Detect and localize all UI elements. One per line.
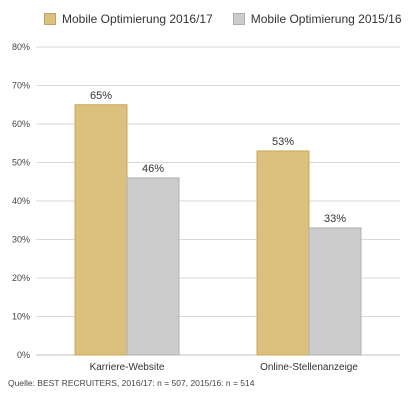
legend-label-2016: Mobile Optimierung 2016/17 xyxy=(62,12,213,26)
y-tick-label-50: 50% xyxy=(12,158,30,168)
y-tick-label-40: 40% xyxy=(12,196,30,206)
y-tick-label-60: 60% xyxy=(12,119,30,129)
legend-item-2015: Mobile Optimierung 2015/16 xyxy=(232,12,402,26)
bar-1-0 xyxy=(256,150,310,356)
data-label-0-0: 65% xyxy=(90,90,112,102)
data-label-0-1: 46% xyxy=(142,163,164,175)
bar-0-0 xyxy=(74,104,128,356)
bar-0-1 xyxy=(126,177,180,356)
source-note: Quelle: BEST RECRUITERS, 2016/17: n = 50… xyxy=(8,378,255,388)
y-tick-label-80: 80% xyxy=(12,42,30,52)
x-tick-label-1: Online-Stellenanzeige xyxy=(260,362,358,373)
data-label-1-0: 53% xyxy=(272,136,294,148)
legend-swatch-2015 xyxy=(232,13,245,25)
y-tick-label-10: 10% xyxy=(12,312,30,322)
legend-label-2015: Mobile Optimierung 2015/16 xyxy=(250,12,402,26)
data-label-1-1: 33% xyxy=(324,213,346,225)
x-tick-label-0: Karriere-Website xyxy=(90,362,165,373)
legend: Mobile Optimierung 2016/17 Mobile Optimi… xyxy=(44,12,402,26)
legend-item-2016: Mobile Optimierung 2016/17 xyxy=(44,12,213,26)
bar-1-1 xyxy=(308,227,362,356)
legend-swatch-2016 xyxy=(44,13,56,25)
y-tick-label-0: 0% xyxy=(17,350,30,360)
y-tick-label-70: 70% xyxy=(12,81,30,91)
y-tick-label-20: 20% xyxy=(12,273,30,283)
y-tick-label-30: 30% xyxy=(12,235,30,245)
